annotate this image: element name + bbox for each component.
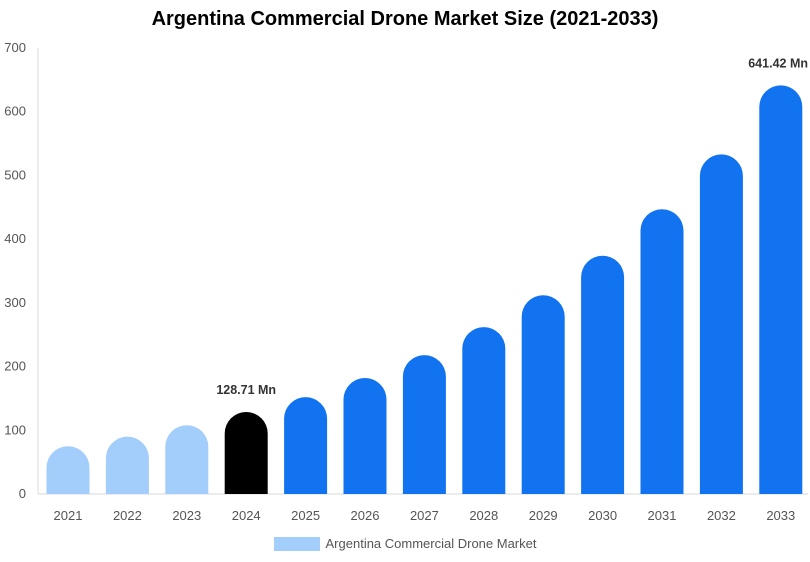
x-tick-label: 2023 xyxy=(172,508,201,523)
x-tick-label: 2028 xyxy=(469,508,498,523)
y-tick-label: 600 xyxy=(4,104,26,119)
legend-swatch xyxy=(273,536,320,551)
x-tick-label: 2024 xyxy=(232,508,261,523)
bar-2028 xyxy=(462,327,506,494)
x-tick-label: 2025 xyxy=(291,508,320,523)
x-tick-label: 2031 xyxy=(648,508,677,523)
x-tick-label: 2022 xyxy=(113,508,142,523)
bar-2029 xyxy=(521,295,565,494)
bar-2027 xyxy=(402,355,446,494)
data-labels: 128.71 Mn 641.42 Mn xyxy=(216,56,808,397)
legend-label: Argentina Commercial Drone Market xyxy=(325,536,537,552)
x-tick-label: 2026 xyxy=(351,508,380,523)
x-axis-ticks: 2021 2022 2023 2024 2025 2026 2027 2028 2029 2030… xyxy=(54,508,796,523)
bar-2021 xyxy=(46,446,90,494)
bar-2032 xyxy=(699,154,743,495)
data-label: 641.42 Mn xyxy=(748,56,808,70)
bar-2030 xyxy=(581,255,625,494)
y-tick-label: 100 xyxy=(4,422,26,437)
y-tick-label: 200 xyxy=(4,359,26,374)
bar-2025 xyxy=(284,397,328,494)
y-axis-ticks: 0 100 200 300 400 500 600 700 xyxy=(4,40,26,501)
x-tick-label: 2027 xyxy=(410,508,439,523)
x-tick-label: 2032 xyxy=(707,508,736,523)
data-label: 128.71 Mn xyxy=(216,383,276,397)
x-tick-label: 2029 xyxy=(529,508,558,523)
x-tick-label: 2033 xyxy=(766,508,795,523)
chart-title: Argentina Commercial Drone Market Size (… xyxy=(151,8,659,30)
y-tick-label: 700 xyxy=(4,40,26,55)
bar-2026 xyxy=(343,378,387,494)
x-tick-label: 2030 xyxy=(588,508,617,523)
bars xyxy=(46,85,803,495)
bar-2031 xyxy=(640,209,684,494)
y-tick-label: 400 xyxy=(4,231,26,246)
legend: Argentina Commercial Drone Market xyxy=(0,535,810,551)
x-tick-label: 2021 xyxy=(54,508,83,523)
y-tick-label: 500 xyxy=(4,167,26,182)
y-tick-label: 300 xyxy=(4,295,26,310)
bar-2024 xyxy=(224,411,268,494)
y-tick-label: 0 xyxy=(19,486,26,501)
bar-2033 xyxy=(759,85,803,495)
bar-2023 xyxy=(165,425,209,494)
bar-2022 xyxy=(105,436,149,494)
